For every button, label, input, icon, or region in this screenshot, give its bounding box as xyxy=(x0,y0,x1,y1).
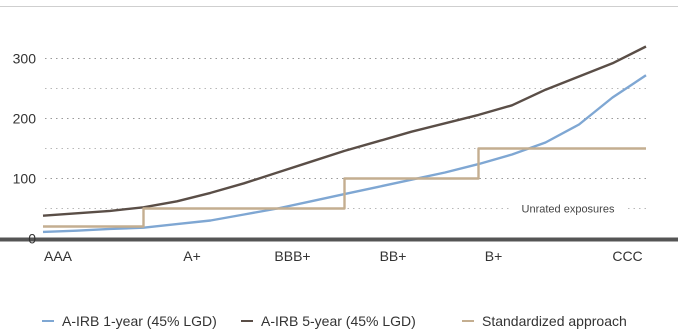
y-tick-0: 0 xyxy=(28,231,36,247)
series-lines xyxy=(42,45,647,234)
legend-item-1y: A-IRB 1-year (45% LGD) xyxy=(42,313,217,329)
legend-item-standardized: Standardized approach xyxy=(462,313,627,329)
y-tick-200: 200 xyxy=(13,111,37,127)
legend-label-1y: A-IRB 1-year (45% LGD) xyxy=(62,313,217,329)
legend-swatch-standardized xyxy=(462,320,474,322)
title-divider xyxy=(0,6,678,7)
y-tick-300: 300 xyxy=(13,51,37,67)
x-tick-aaa: AAA xyxy=(44,248,73,264)
x-tick-b-plus: B+ xyxy=(485,248,503,264)
legend-item-5y: A-IRB 5-year (45% LGD) xyxy=(241,313,416,329)
legend-swatch-1y xyxy=(42,320,54,322)
legend-swatch-5y xyxy=(241,320,253,322)
x-tick-ccc: CCC xyxy=(612,248,642,264)
legend: A-IRB 1-year (45% LGD) A-IRB 5-year (45%… xyxy=(0,313,678,331)
x-tick-a-plus: A+ xyxy=(183,248,201,264)
annotations: Unrated exposures xyxy=(510,200,626,217)
y-axis-ticks: 0 100 200 300 xyxy=(13,51,37,247)
annotation-bg xyxy=(510,200,626,217)
series-line-2 xyxy=(43,147,646,228)
x-tick-bb-plus: BB+ xyxy=(380,248,407,264)
x-axis-ticks: AAA A+ BBB+ BB+ B+ CCC xyxy=(44,248,643,264)
legend-label-5y: A-IRB 5-year (45% LGD) xyxy=(261,313,416,329)
legend-label-standardized: Standardized approach xyxy=(482,313,627,329)
annotation-unrated-exposures: Unrated exposures xyxy=(522,204,615,216)
x-tick-bbb-plus: BBB+ xyxy=(274,248,310,264)
y-tick-100: 100 xyxy=(13,171,37,187)
